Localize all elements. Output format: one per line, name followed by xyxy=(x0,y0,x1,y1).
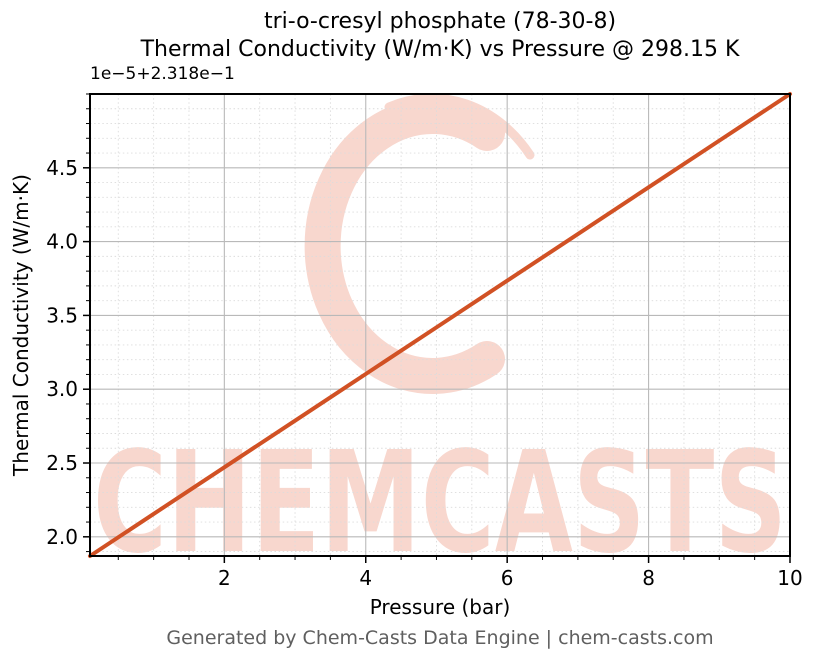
x-tick-label: 8 xyxy=(642,566,655,590)
x-tick-label: 2 xyxy=(218,566,231,590)
y-tick-label: 3.5 xyxy=(46,303,78,327)
y-tick-label: 3.0 xyxy=(46,377,78,401)
watermark-logo-ring-icon xyxy=(304,98,505,394)
y-tick-label: 4.0 xyxy=(46,230,78,254)
y-axis-label: Thermal Conductivity (W/m·K) xyxy=(9,174,33,476)
y-tick-label: 2.0 xyxy=(46,525,78,549)
y-axis-offset-label: 1e−5+2.318e−1 xyxy=(90,64,235,84)
watermark-logo-swoosh-icon xyxy=(384,93,535,160)
watermark-text: CHEMCASTS xyxy=(93,422,787,585)
chart-title-line1: tri-o-cresyl phosphate (78-30-8) xyxy=(263,9,617,34)
x-tick-label: 6 xyxy=(501,566,514,590)
y-tick-label: 2.5 xyxy=(46,451,78,475)
plot-border xyxy=(89,93,791,557)
x-tick-label: 10 xyxy=(777,566,802,590)
footer-credit: Generated by Chem-Casts Data Engine | ch… xyxy=(166,627,714,649)
chart-title-line2: Thermal Conductivity (W/m·K) vs Pressure… xyxy=(140,37,740,62)
series-line xyxy=(88,92,792,558)
y-tick-label: 4.5 xyxy=(46,156,78,180)
x-tick-label: 4 xyxy=(359,566,372,590)
x-axis-label: Pressure (bar) xyxy=(369,595,511,619)
